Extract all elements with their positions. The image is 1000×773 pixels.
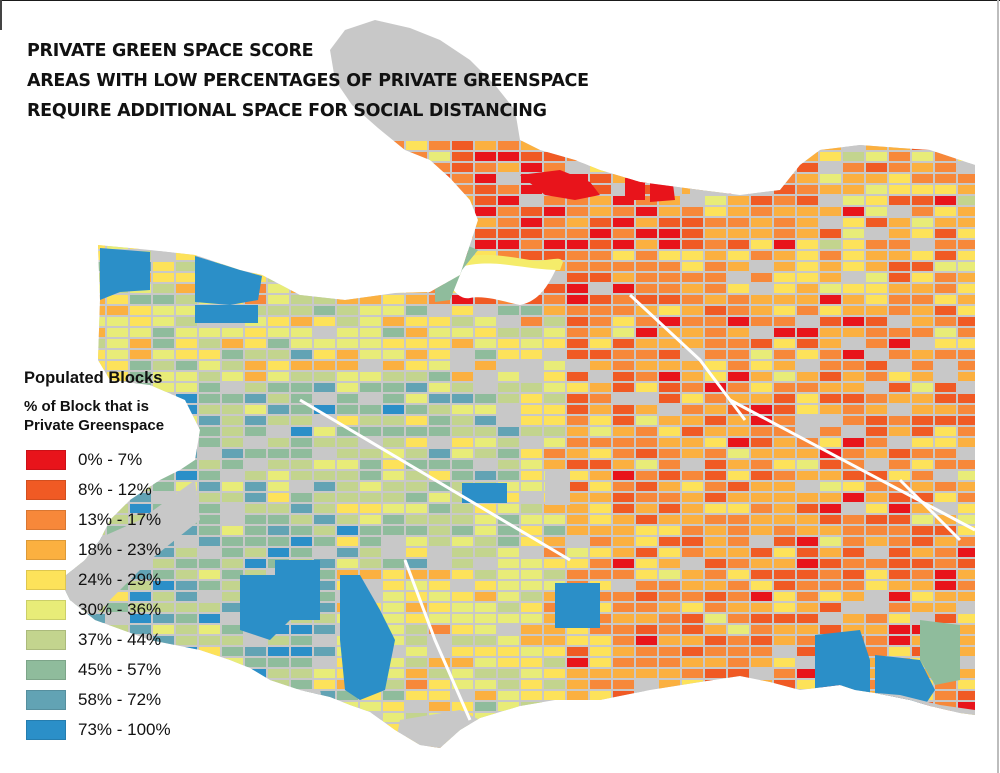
- title-line-2: AREAS WITH LOW PERCENTAGES OF PRIVATE GR…: [27, 71, 589, 91]
- legend-label: 24% - 29%: [78, 570, 162, 589]
- right-border: [997, 0, 999, 773]
- legend-subheading: % of Block that is Private Greenspace: [24, 397, 171, 435]
- legend-label: 18% - 23%: [78, 540, 162, 559]
- legend-swatch: [26, 480, 66, 500]
- legend-swatch: [26, 450, 66, 470]
- map-title: PRIVATE GREEN SPACE SCORE AREAS WITH LOW…: [27, 36, 589, 126]
- legend-swatch: [26, 540, 66, 560]
- legend-label: 8% - 12%: [78, 480, 152, 499]
- legend-swatch: [26, 720, 66, 740]
- legend-label: 30% - 36%: [78, 600, 162, 619]
- legend-label: 58% - 72%: [78, 690, 162, 709]
- legend-swatch: [26, 510, 66, 530]
- legend-heading: Populated Blocks: [24, 369, 163, 387]
- legend-item: 18% - 23%: [24, 535, 171, 565]
- left-border: [0, 0, 2, 30]
- legend-swatch: [26, 570, 66, 590]
- legend-label: 73% - 100%: [78, 720, 171, 739]
- legend-item: 0% - 7%: [24, 445, 171, 475]
- legend-item: 30% - 36%: [24, 595, 171, 625]
- legend-subheading-line-1: % of Block that is: [24, 398, 150, 415]
- legend-label: 13% - 17%: [78, 510, 162, 529]
- title-line-1: PRIVATE GREEN SPACE SCORE: [27, 41, 314, 61]
- legend-item: 13% - 17%: [24, 505, 171, 535]
- legend-swatch: [26, 690, 66, 710]
- legend-label: 45% - 57%: [78, 660, 162, 679]
- legend-item: 37% - 44%: [24, 625, 171, 655]
- legend-label: 0% - 7%: [78, 450, 143, 469]
- legend-swatch: [26, 600, 66, 620]
- legend-item: 58% - 72%: [24, 685, 171, 715]
- legend-swatch: [26, 630, 66, 650]
- legend: Populated Blocks % of Block that is Priv…: [24, 369, 171, 745]
- legend-item: 8% - 12%: [24, 475, 171, 505]
- legend-swatch: [26, 660, 66, 680]
- legend-item: 73% - 100%: [24, 715, 171, 745]
- legend-item: 24% - 29%: [24, 565, 171, 595]
- legend-subheading-line-2: Private Greenspace: [24, 417, 165, 434]
- legend-item: 45% - 57%: [24, 655, 171, 685]
- top-border: [0, 0, 1000, 1]
- title-line-3: REQUIRE ADDITIONAL SPACE FOR SOCIAL DIST…: [27, 101, 547, 121]
- legend-label: 37% - 44%: [78, 630, 162, 649]
